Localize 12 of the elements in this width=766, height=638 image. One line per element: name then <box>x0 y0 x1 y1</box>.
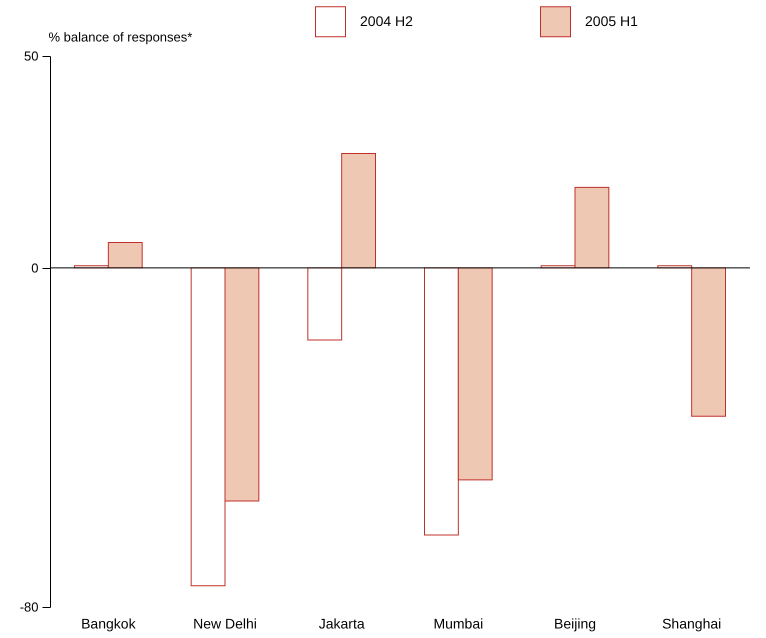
y-tick-label: 0 <box>31 260 38 276</box>
legend-label: 2004 H2 <box>360 12 414 29</box>
x-tick-label: Beijing <box>554 616 596 632</box>
y-tick-label: -80 <box>20 600 38 614</box>
x-tick-label: Jakarta <box>318 616 365 632</box>
legend-label: 2005 H1 <box>585 12 638 29</box>
x-tick-label: Shanghai <box>662 616 722 632</box>
x-tick-label: New Delhi <box>193 616 257 632</box>
x-tick-label: Mumbai <box>433 616 484 632</box>
x-tick-label: Bangkok <box>81 616 137 632</box>
y-axis-title: % balance of responses* <box>48 30 192 44</box>
y-tick-label: 50 <box>24 48 38 64</box>
